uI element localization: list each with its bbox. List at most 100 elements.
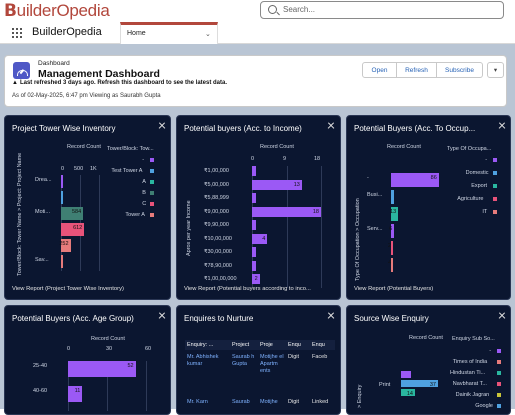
brand-logo[interactable]: 𝗕uilderOpedia xyxy=(4,1,110,20)
tick-label: 60 xyxy=(145,346,152,352)
data-label: 612 xyxy=(73,225,83,231)
expand-icon[interactable] xyxy=(327,312,335,320)
data-label: 4 xyxy=(262,235,266,242)
bar: 4 xyxy=(388,258,394,272)
view-report-link[interactable]: View Report (Project Tower Wise Inventor… xyxy=(12,286,124,292)
subscribe-button[interactable]: Subscribe xyxy=(437,62,483,78)
category-label: Drea... xyxy=(35,177,52,183)
dashboard-gauge-icon xyxy=(13,62,30,79)
measure-label: Record Count xyxy=(387,144,421,150)
category-label: ₹5,00,000 xyxy=(204,181,229,188)
table-cell: Digit xyxy=(288,399,300,405)
legend-swatch xyxy=(493,184,497,188)
top-bar: 𝗕uilderOpedia Search... xyxy=(0,0,515,22)
panel-title: Potential buyers (Acc. to Income) xyxy=(184,124,302,133)
table-header xyxy=(185,340,335,350)
tab-home[interactable]: Home ⌄ xyxy=(120,22,218,44)
bar: 14 xyxy=(401,389,415,397)
as-of-text: As of 02-May-2025, 6:47 pm Viewing as Sa… xyxy=(12,93,161,99)
panel-tower-inventory: Project Tower Wise Inventory Record Coun… xyxy=(4,115,171,300)
bar xyxy=(252,166,256,176)
legend-label: Export xyxy=(471,183,488,189)
bar: 584 xyxy=(61,207,84,220)
category-label: 25-40 xyxy=(33,363,48,369)
panel-source-enquiry: Source Wise Enquiry Record Count > Enqui… xyxy=(346,305,511,415)
search-input[interactable]: Search... xyxy=(283,5,316,14)
warning-icon: ▲ xyxy=(12,80,18,86)
legend-swatch xyxy=(150,158,154,162)
more-actions-chevron-icon[interactable]: ▾ xyxy=(487,62,504,78)
panel-income: Potential buyers (Acc. to Income) Record… xyxy=(176,115,341,300)
table-column-header[interactable]: Enquiry: ... xyxy=(187,342,214,348)
legend-label: - xyxy=(485,157,488,163)
legend-label: - xyxy=(489,348,492,354)
search-box[interactable]: Search... xyxy=(260,1,504,19)
legend-label: Test Tower A xyxy=(111,168,143,174)
category-label: ₹1,00,00,000 xyxy=(204,276,237,282)
expand-icon[interactable] xyxy=(327,122,335,130)
bar: 37 xyxy=(401,380,438,388)
table-column-header[interactable]: Proje xyxy=(260,342,273,348)
table-cell[interactable]: Saurab h Gupta xyxy=(232,354,255,367)
y-axis-label: Aprox per year Income xyxy=(186,200,192,256)
table-column-header[interactable]: Project xyxy=(232,342,250,348)
table-cell[interactable]: Motijhe xyxy=(260,399,278,405)
legend-swatch xyxy=(497,371,501,375)
bar: 4 xyxy=(252,233,268,244)
y-axis-label: > Enquiry xyxy=(357,384,363,408)
table-cell[interactable]: Mr. Karn xyxy=(187,399,208,405)
measure-label: Record Count xyxy=(91,336,125,342)
category-label: ₹10,00,000 xyxy=(204,235,232,242)
bar xyxy=(401,371,411,378)
bar: 13 xyxy=(252,179,302,190)
page-title: Management Dashboard xyxy=(38,68,160,80)
legend-label: - xyxy=(142,157,145,163)
legend-swatch xyxy=(497,393,501,397)
table-cell[interactable]: Mr. Abhishek kumar xyxy=(187,354,219,367)
legend-label: C xyxy=(142,201,147,207)
view-report-link[interactable]: View Report (Potential buyers according … xyxy=(184,286,311,292)
expand-icon[interactable] xyxy=(158,312,166,320)
legend-label: Tower A xyxy=(125,212,145,218)
refresh-warning-text: Last refreshed 3 days ago. Refresh this … xyxy=(19,80,228,86)
gridline xyxy=(286,166,288,288)
measure-label: Record Count xyxy=(409,335,443,341)
refresh-button[interactable]: Refresh xyxy=(397,62,437,78)
legend-swatch xyxy=(497,360,501,364)
table-column-header[interactable]: Enqu xyxy=(288,342,301,348)
bar xyxy=(252,260,256,271)
legend-label: Hindustan Ti... xyxy=(450,370,486,376)
bar xyxy=(391,190,394,204)
legend-label: Agriculture xyxy=(457,196,484,202)
app-launcher-icon[interactable] xyxy=(12,28,22,38)
tick-label: 30 xyxy=(106,346,113,352)
measure-label: Record Count xyxy=(67,144,101,150)
table-cell[interactable]: Saurab xyxy=(232,399,250,405)
expand-icon[interactable] xyxy=(498,312,506,320)
bar xyxy=(252,247,256,257)
table-column-header[interactable]: Enqu xyxy=(312,342,325,348)
open-button[interactable]: Open xyxy=(362,62,397,78)
table-cell[interactable]: Motijhe el Apartm ents xyxy=(260,354,284,374)
expand-icon[interactable] xyxy=(498,122,506,130)
bar xyxy=(252,220,256,230)
category-label: Moti... xyxy=(35,209,50,215)
bar xyxy=(61,175,63,188)
tab-home-label: Home xyxy=(127,30,146,37)
legend-label: Domestic xyxy=(465,170,489,176)
legend-swatch xyxy=(150,180,154,184)
tick-label: 1K xyxy=(90,166,97,172)
category-label: ₹78,90,000 xyxy=(204,262,232,269)
gridline xyxy=(321,166,322,288)
legend-swatch xyxy=(493,158,497,162)
view-report-link[interactable]: View Report (Potential Buyers) xyxy=(354,286,434,292)
chevron-down-icon[interactable]: ⌄ xyxy=(205,31,211,38)
legend-swatch xyxy=(493,210,497,214)
legend-title: Enquiry Sub So... xyxy=(452,336,495,342)
search-icon xyxy=(268,5,277,14)
data-label: 13 xyxy=(293,181,300,188)
bar: 2 xyxy=(388,241,393,255)
panel-title: Source Wise Enquiry xyxy=(354,314,429,323)
tick-label: 0 xyxy=(67,346,71,352)
expand-icon[interactable] xyxy=(158,122,166,130)
